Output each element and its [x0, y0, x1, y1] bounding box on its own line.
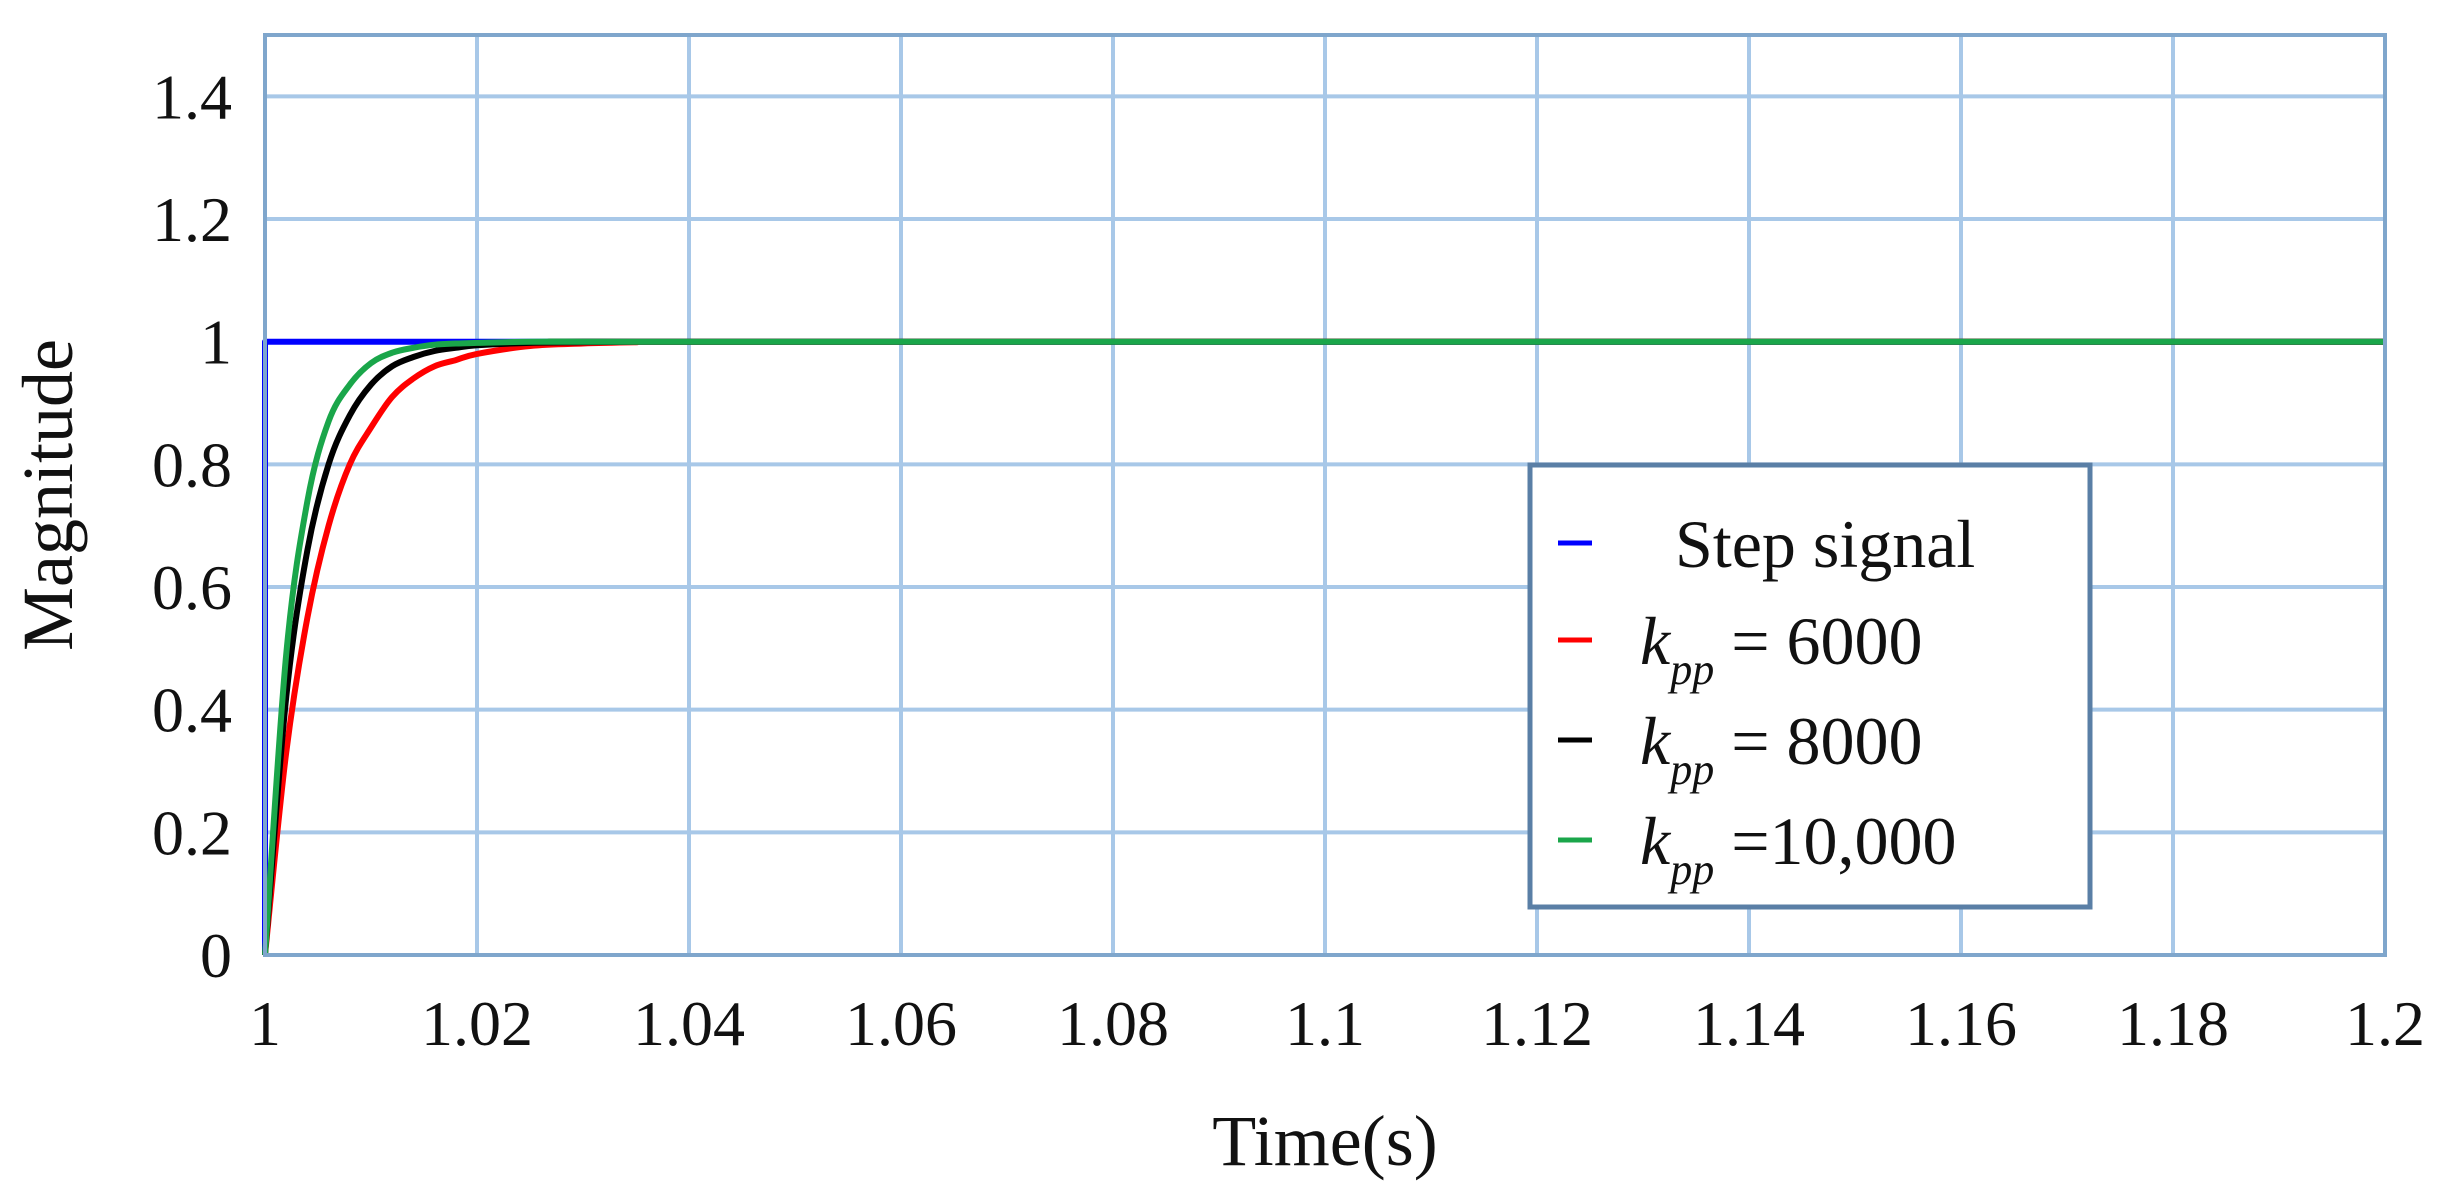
x-axis-label: Time(s)	[1212, 1101, 1437, 1181]
y-tick-label: 0.6	[152, 552, 232, 623]
y-tick-label: 0.4	[152, 675, 232, 746]
y-tick-label: 0.2	[152, 797, 232, 868]
x-tick-label: 1.12	[1481, 988, 1593, 1059]
x-tick-label: 1.04	[633, 988, 745, 1059]
legend-entry-2: kpp = 8000	[1640, 703, 1923, 794]
legend-box	[1527, 462, 2093, 910]
legend-entry-1: kpp = 6000	[1640, 603, 1923, 694]
x-tick-label: 1.16	[1905, 988, 2017, 1059]
y-tick-label: 1.4	[152, 61, 232, 132]
plot-frame	[263, 33, 2387, 957]
series-line-3	[262, 338, 2385, 956]
x-tick-label: 1.06	[845, 988, 957, 1059]
x-tick-labels: 1 1.02 1.04 1.06 1.08 1.1 1.12 1.14 1.16 1.18 1.2	[249, 988, 2425, 1059]
x-tick-label: 1.18	[2117, 988, 2229, 1059]
y-tick-label: 1.2	[152, 184, 232, 255]
x-tick-label: 1.08	[1057, 988, 1169, 1059]
x-tick-label: 1.1	[1285, 988, 1365, 1059]
legend-entry-0: Step signal	[1675, 506, 1975, 582]
y-tick-label: 0.8	[152, 429, 232, 500]
y-tick-labels: 0 0.2 0.4 0.6 0.8 1 1.2 1.4	[152, 61, 232, 991]
y-tick-label: 1	[200, 307, 232, 378]
x-tick-label: 1.02	[421, 988, 533, 1059]
y-tick-label: 0	[200, 920, 232, 991]
legend-entry-3: kpp =10,000	[1640, 803, 1957, 894]
x-tick-label: 1.2	[2345, 988, 2425, 1059]
x-tick-label: 1	[249, 988, 281, 1059]
x-tick-label: 1.14	[1693, 988, 1805, 1059]
y-axis-label: Magnitude	[8, 339, 88, 651]
